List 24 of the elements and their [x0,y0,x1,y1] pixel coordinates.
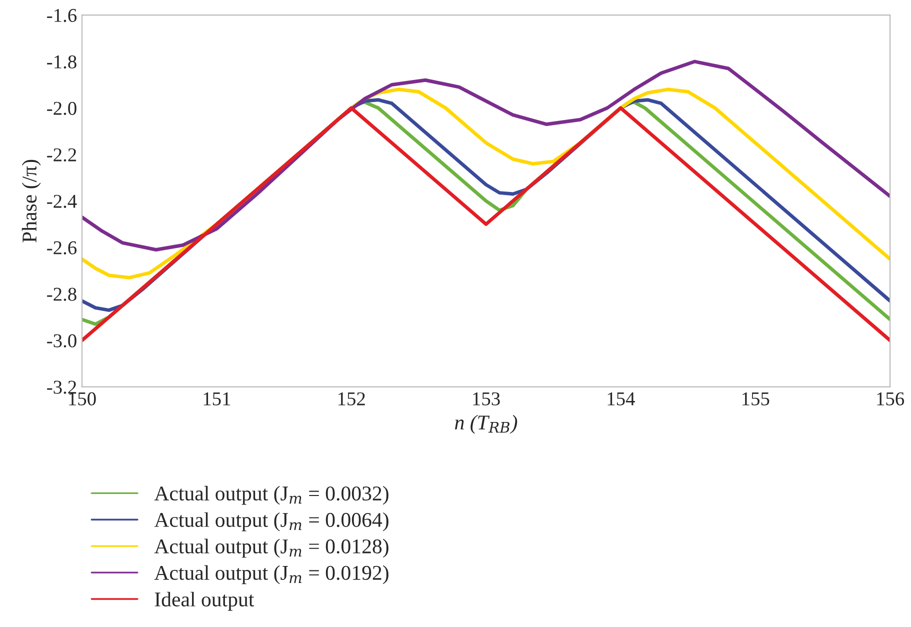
y-tick-label: -2.4 [47,194,77,208]
y-tick-label: -3.2 [47,380,76,394]
x-axis-title: n (T$_{RB}$) [454,414,518,434]
y-axis-title: Phase (/π) [22,160,41,242]
y-tick-label: -2.8 [47,288,76,301]
x-tick-label: 153 [473,392,500,406]
y-tick-label: -2.6 [47,241,77,254]
y-tick-label: -2.2 [47,148,76,162]
x-tick-label: 154 [608,392,635,406]
legend-label: Actual output (J$_{m}$ = 0.0128) [154,538,388,558]
x-tick-label: 151 [204,392,230,406]
y-tick-label: -1.8 [47,55,76,69]
line-series [82,60,890,252]
x-tick-label: 150 [69,392,96,406]
x-tick-label: 152 [338,392,365,406]
legend-label: Ideal output [154,592,254,611]
y-tick-label: -3.0 [47,334,76,348]
legend-label: Actual output (J$_{m}$ = 0.0032) [154,486,388,505]
legend-label: Actual output (J$_{m}$ = 0.0064) [154,512,388,532]
legend-label: Actual output (J$_{m}$ = 0.0192) [154,565,388,584]
x-tick-label: 156 [877,392,904,406]
x-tick-label: 155 [742,392,770,406]
y-tick-label: -1.6 [47,8,77,22]
y-tick-label: -2.0 [47,102,76,116]
